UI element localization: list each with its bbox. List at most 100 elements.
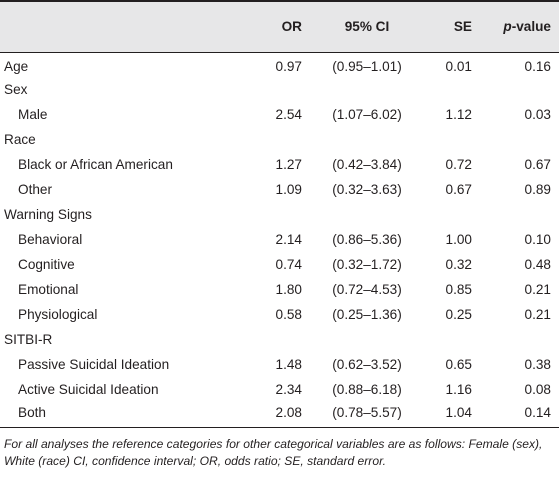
cell-ci: (0.42–3.84) — [332, 157, 402, 172]
header-or: OR — [218, 0, 310, 53]
row-label: Emotional — [18, 282, 79, 297]
header-p-prefix: p — [503, 19, 512, 35]
table-body: Age 0.97 (0.95–1.01) 0.01 0.16 Sex Male … — [0, 52, 559, 428]
group-label: Warning Signs — [4, 207, 92, 222]
cell-p: 0.21 — [524, 282, 551, 297]
cell-se: 0.01 — [445, 59, 472, 75]
cell-se — [424, 327, 486, 352]
table-row: Black or African American 1.27 (0.42–3.8… — [0, 152, 559, 177]
cell-or: 1.48 — [275, 357, 302, 372]
cell-p: 0.10 — [524, 232, 551, 247]
row-label: Age — [4, 59, 29, 75]
cell-ci: (1.07–6.02) — [332, 107, 402, 122]
row-label: Active Suicidal Ideation — [18, 382, 159, 397]
row-label: Both — [0, 402, 218, 428]
header-row: OR 95% CI SE p-value — [0, 0, 559, 53]
cell-se: 0.32 — [445, 257, 472, 272]
cell-p — [486, 77, 559, 102]
cell-se: 1.04 — [424, 402, 486, 428]
cell-ci: (0.32–3.63) — [332, 182, 402, 197]
cell-ci: (0.32–1.72) — [332, 257, 402, 272]
cell-ci — [310, 327, 424, 352]
cell-ci: (0.78–5.57) — [310, 402, 424, 428]
cell-ci — [310, 202, 424, 227]
cell-or: 2.34 — [275, 382, 302, 397]
table-row: Passive Suicidal Ideation 1.48 (0.62–3.5… — [0, 352, 559, 377]
cell-ci: (0.86–5.36) — [332, 232, 402, 247]
cell-or — [218, 77, 310, 102]
regression-table-container: OR 95% CI SE p-value Age 0.97 (0.95–1.01… — [0, 0, 559, 428]
cell-p: 0.38 — [524, 357, 551, 372]
cell-p: 0.21 — [524, 307, 551, 322]
table-row-group-heading: SITBI-R — [0, 327, 559, 352]
cell-se — [424, 202, 486, 227]
table-row: Age 0.97 (0.95–1.01) 0.01 0.16 — [0, 52, 559, 77]
cell-ci: (0.88–6.18) — [332, 382, 402, 397]
cell-or — [218, 127, 310, 152]
table-header: OR 95% CI SE p-value — [0, 0, 559, 53]
row-label: Passive Suicidal Ideation — [18, 357, 170, 372]
cell-p: 0.16 — [524, 59, 551, 75]
odds-ratio-table: OR 95% CI SE p-value Age 0.97 (0.95–1.01… — [0, 0, 559, 428]
table-row: Physiological 0.58 (0.25–1.36) 0.25 0.21 — [0, 302, 559, 327]
cell-se — [424, 127, 486, 152]
cell-ci — [310, 77, 424, 102]
cell-or — [218, 202, 310, 227]
cell-or: 1.80 — [275, 282, 302, 297]
table-row: Active Suicidal Ideation 2.34 (0.88–6.18… — [0, 377, 559, 402]
cell-ci: (0.72–4.53) — [332, 282, 402, 297]
table-footnote: For all analyses the reference categorie… — [4, 437, 543, 468]
cell-or: 0.97 — [275, 59, 302, 75]
cell-or: 0.74 — [275, 257, 302, 272]
row-label: Behavioral — [18, 232, 83, 247]
table-row: Both 2.08 (0.78–5.57) 1.04 0.14 — [0, 402, 559, 428]
cell-p: 0.89 — [524, 182, 551, 197]
cell-or: 2.14 — [275, 232, 302, 247]
header-ci: 95% CI — [310, 0, 424, 53]
table-row-group-heading: Race — [0, 127, 559, 152]
header-p-suffix: -value — [511, 19, 551, 35]
header-se: SE — [424, 0, 486, 53]
table-row: Emotional 1.80 (0.72–4.53) 0.85 0.21 — [0, 277, 559, 302]
cell-p — [486, 327, 559, 352]
cell-p: 0.08 — [524, 382, 551, 397]
cell-or: 2.08 — [218, 402, 310, 428]
cell-ci: (0.25–1.36) — [332, 307, 402, 322]
cell-or: 1.09 — [275, 182, 302, 197]
cell-ci: (0.62–3.52) — [332, 357, 402, 372]
cell-se: 0.72 — [445, 157, 472, 172]
group-label: Sex — [4, 82, 28, 97]
group-label: Race — [4, 132, 36, 147]
row-label: Male — [18, 107, 48, 122]
cell-ci — [310, 127, 424, 152]
cell-p — [486, 127, 559, 152]
table-row: Other 1.09 (0.32–3.63) 0.67 0.89 — [0, 177, 559, 202]
cell-p: 0.48 — [524, 257, 551, 272]
cell-se: 0.65 — [445, 357, 472, 372]
cell-se: 0.67 — [445, 182, 472, 197]
cell-se: 1.12 — [445, 107, 472, 122]
cell-ci: (0.95–1.01) — [332, 59, 402, 75]
cell-or: 1.27 — [275, 157, 302, 172]
header-p-value: p-value — [486, 0, 559, 53]
table-row: Male 2.54 (1.07–6.02) 1.12 0.03 — [0, 102, 559, 127]
row-label: Physiological — [18, 307, 98, 322]
table-row: Behavioral 2.14 (0.86–5.36) 1.00 0.10 — [0, 227, 559, 252]
cell-se — [424, 77, 486, 102]
row-label: Cognitive — [18, 257, 75, 272]
table-row-group-heading: Warning Signs — [0, 202, 559, 227]
cell-p: 0.67 — [524, 157, 551, 172]
cell-p: 0.14 — [486, 402, 559, 428]
header-label-column — [0, 0, 218, 53]
cell-or: 0.58 — [275, 307, 302, 322]
cell-or — [218, 327, 310, 352]
group-label: SITBI-R — [4, 332, 53, 347]
table-row: Cognitive 0.74 (0.32–1.72) 0.32 0.48 — [0, 252, 559, 277]
cell-se: 1.00 — [445, 232, 472, 247]
cell-or: 2.54 — [275, 107, 302, 122]
cell-se: 0.25 — [445, 307, 472, 322]
table-row-group-heading: Sex — [0, 77, 559, 102]
row-label: Black or African American — [18, 157, 173, 172]
cell-se: 0.85 — [445, 282, 472, 297]
row-label: Other — [18, 182, 52, 197]
